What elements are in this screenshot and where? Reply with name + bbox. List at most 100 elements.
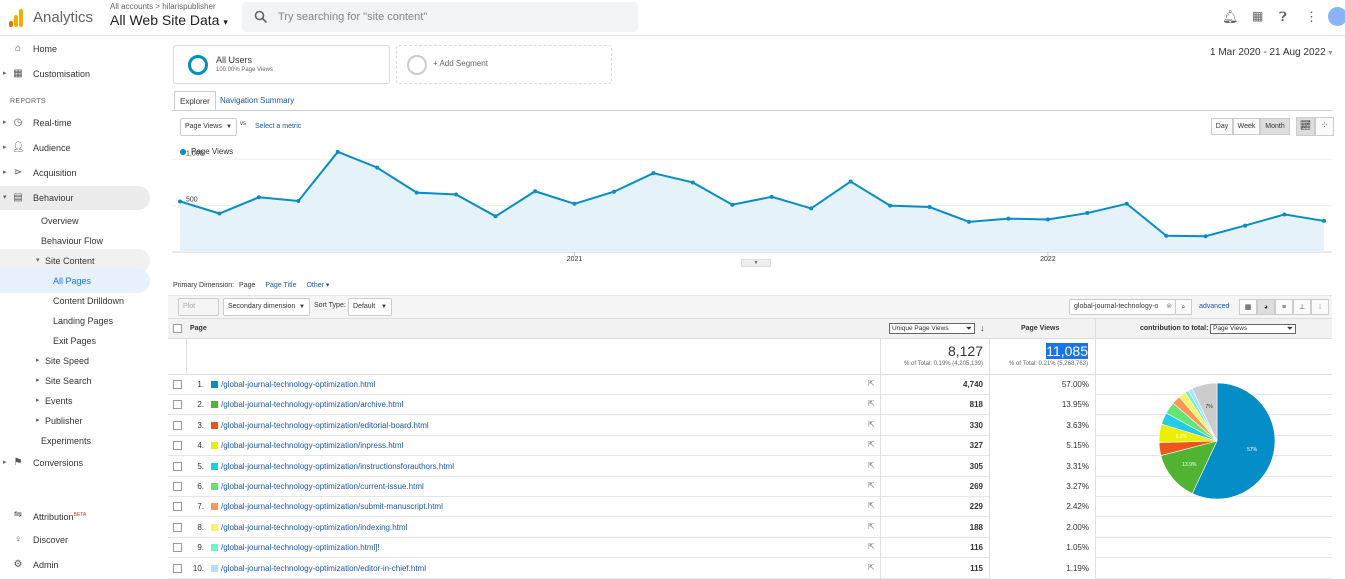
account-breadcrumb[interactable]: All accounts > hilarispublisher [110,2,216,11]
sidebar-item-site-speed[interactable]: ▸ Site Speed [0,349,160,373]
sidebar-item-events[interactable]: ▸ Events [0,389,160,413]
segment-all-users[interactable]: All Users 100.00% Page Views [173,45,390,84]
sidebar-item-site-search[interactable]: ▸ Site Search [0,369,160,393]
date-range-picker[interactable]: 1 Mar 2020 - 21 Aug 2022 ▾ [1210,47,1333,58]
performance-view-icon[interactable]: ≡ [1275,299,1293,315]
open-external-icon[interactable]: ⇱ [868,521,875,531]
sidebar-item-audience[interactable]: ▸ 👤︎ Audience [0,136,160,160]
sidebar-item-customisation[interactable]: ▸ ▦ Customisation [0,62,160,86]
search-icon[interactable]: ⌕ [1175,299,1192,315]
plot-rows-button[interactable]: Plot Rows [178,298,219,326]
month-button[interactable]: Month [1260,118,1290,135]
contribution-select[interactable]: Page Views ⏷ [1210,324,1296,334]
apps-grid-icon[interactable]: ▦ [1252,9,1264,23]
week-button[interactable]: Week [1233,118,1260,135]
row-page-link[interactable]: /global-journal-technology-optimization/… [221,400,404,410]
sidebar-item-conversions[interactable]: ▸ ⚑ Conversions [0,451,160,475]
chart-collapse-handle[interactable]: ▼ [741,259,771,267]
sidebar-item-behaviour[interactable]: ▾ ▤ Behaviour [0,186,150,210]
table-row: 5. /global-journal-technology-optimizatio… [168,456,1332,477]
sidebar-item-home[interactable]: ⌂ Home [0,37,160,61]
row-page-link[interactable]: /global-journal-technology-optimization/… [221,441,404,451]
analytics-logo-icon[interactable] [9,9,23,27]
column-page[interactable]: Page [190,325,207,332]
table-row: 7. /global-journal-technology-optimizatio… [168,497,1332,518]
tab-navigation-summary[interactable]: Navigation Summary [220,96,295,105]
sidebar-item-realtime[interactable]: ▸ ◷ Real-time [0,111,160,135]
sidebar-item-content-drilldown[interactable]: Content Drilldown [53,296,125,306]
secondary-dimension-select[interactable]: Secondary dimension ▼ [223,298,310,316]
clear-icon[interactable]: ⊗ [1166,303,1172,310]
sidebar-item-experiments[interactable]: Experiments [41,436,92,446]
row-page-link[interactable]: /global-journal-technology-optimization.… [221,380,376,389]
row-page-link[interactable]: /global-journal-technology-optimization.… [221,543,380,553]
day-button[interactable]: Day [1211,118,1233,135]
row-page-link[interactable]: /global-journal-technology-optimization/… [221,420,429,430]
chart-data-point [1282,212,1287,217]
open-external-icon[interactable]: ⇱ [868,379,875,388]
row-checkbox[interactable] [173,441,182,451]
dimension-other[interactable]: Other ▾ [306,282,330,289]
data-view-icon[interactable]: ▦ [1239,299,1257,315]
row-checkbox[interactable] [173,420,182,430]
open-external-icon[interactable]: ⇱ [868,460,875,470]
search-bar[interactable]: Try searching for "site content" [242,2,638,32]
open-external-icon[interactable]: ⇱ [868,481,875,490]
open-external-icon[interactable]: ⇱ [868,501,875,511]
term-cloud-icon[interactable]: ⦙ [1311,299,1329,315]
sidebar-item-landing-pages[interactable]: Landing Pages [53,316,114,326]
sidebar-item-acquisition[interactable]: ▸ ⋗ Acquisition [0,161,160,185]
dimension-page[interactable]: Page [239,282,256,289]
help-icon[interactable]: ❓︎ [1279,9,1287,24]
row-page-link[interactable]: /global-journal-technology-optimization/… [221,522,408,532]
view-selector[interactable]: All Web Site Data ▾ [110,12,228,28]
percentage-view-icon[interactable]: ◕ [1257,299,1275,315]
row-checkbox[interactable] [173,563,182,573]
row-checkbox[interactable] [173,482,182,491]
sidebar-item-exit-pages[interactable]: Exit Pages [53,336,97,346]
row-number: 3. [197,420,204,430]
row-checkbox[interactable] [173,502,182,512]
advanced-filter-link[interactable]: advanced [1199,303,1230,310]
motion-chart-icon[interactable]: ⁘ [1315,117,1334,136]
open-external-icon[interactable]: ⇱ [868,399,875,409]
metric-select[interactable]: Page Views ▼ [180,118,237,136]
row-page-link[interactable]: /global-journal-technology-optimization/… [221,461,455,471]
row-checkbox[interactable] [173,380,182,389]
sidebar-item-discover[interactable]: ♀ Discover [0,528,160,552]
column-unique-page-views[interactable]: Unique Page Views ⏷ [889,323,975,334]
select-metric-link[interactable]: Select a metric [255,123,302,130]
open-external-icon[interactable]: ⇱ [868,419,875,429]
sidebar-item-attribution[interactable]: ⇋ AttributionBETA [0,503,160,527]
select-all-checkbox[interactable] [173,324,182,333]
row-page-link[interactable]: /global-journal-technology-optimization/… [221,563,426,573]
sidebar-item-all-pages[interactable]: All Pages [0,269,150,293]
notifications-icon[interactable]: 🔔︎ [1222,9,1239,24]
row-number: 1. [197,380,204,389]
row-checkbox[interactable] [173,461,182,471]
pie-slice [1191,382,1276,500]
avatar[interactable] [1328,7,1345,26]
row-checkbox[interactable] [173,522,182,532]
more-vert-icon[interactable]: ⋮ [1305,9,1318,24]
sort-type-select[interactable]: Default ▼ [348,298,392,316]
sidebar-item-overview[interactable]: Overview [41,216,79,226]
row-page-link[interactable]: /global-journal-technology-optimization/… [221,482,424,491]
sidebar-item-behaviour-flow[interactable]: Behaviour Flow [41,236,104,246]
table-filter-input[interactable]: global-journal-technology-o ⊗ [1069,299,1176,315]
comparison-view-icon[interactable]: ⊥ [1293,299,1311,315]
sidebar-item-admin[interactable]: ⚙ Admin [0,553,160,577]
line-chart-icon[interactable]: 📈︎ [1296,117,1315,136]
sort-arrow-icon[interactable]: ↓ [980,323,985,333]
open-external-icon[interactable]: ⇱ [868,542,875,552]
column-page-views[interactable]: Page Views [1021,325,1060,332]
tab-explorer[interactable]: Explorer [174,91,216,110]
row-checkbox[interactable] [173,543,182,553]
open-external-icon[interactable]: ⇱ [868,440,875,450]
add-segment-button[interactable]: + Add Segment [396,45,612,84]
sidebar-item-publisher[interactable]: ▸ Publisher [0,409,160,433]
row-page-link[interactable]: /global-journal-technology-optimization/… [221,502,443,512]
row-checkbox[interactable] [173,400,182,410]
open-external-icon[interactable]: ⇱ [868,562,875,572]
dimension-page-title[interactable]: Page Title [265,282,297,289]
